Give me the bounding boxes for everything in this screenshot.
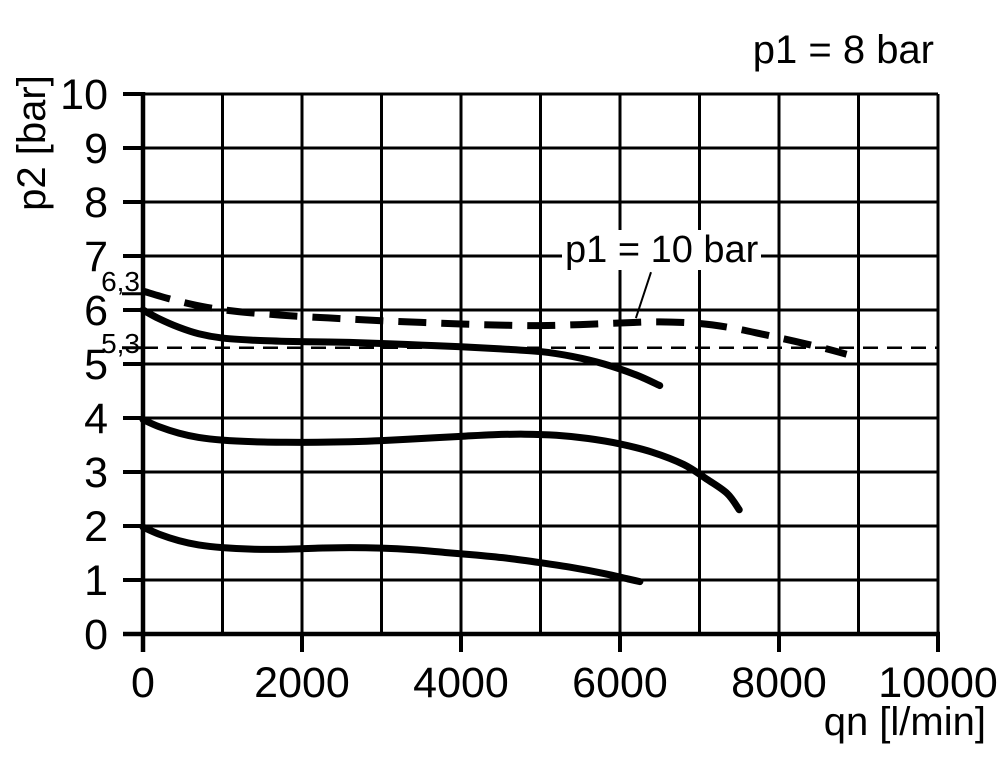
curve-outlet-6bar [139,306,664,390]
annotation-p1-10bar: p1 = 10 bar [562,230,762,270]
y-tick-label: 7 [84,233,108,281]
x-tick-label: 10000 [878,659,998,707]
y-tick-label: 0 [84,611,108,659]
curve-p1-10bar [142,287,848,358]
x-tick-label: 2000 [254,659,350,707]
chart-title: p1 = 8 bar [752,28,934,72]
y-tick-label: 1 [84,557,108,605]
y-tick-label: 9 [84,125,108,173]
x-tick-label: 8000 [731,659,827,707]
y-tick-label: 4 [84,395,108,443]
y-tick-label: 2 [84,503,108,551]
x-tick-label: 4000 [413,659,509,707]
extra-y-tick-label: 6,3 [101,266,140,297]
annotation-leader-line [634,271,652,319]
x-tick-label: 6000 [572,659,668,707]
y-tick-label: 3 [84,449,108,497]
y-tick-label: 5 [84,341,108,389]
x-tick-label: 0 [131,659,155,707]
y-tick-label: 10 [60,71,108,119]
extra-y-tick-label: 5,3 [101,328,140,359]
curve-outlet-4bar [139,416,743,514]
curve-outlet-2bar [139,523,644,586]
y-tick-label: 8 [84,179,108,227]
y-tick-label: 6 [84,287,108,335]
x-axis-title: qn [l/min] [823,700,986,744]
